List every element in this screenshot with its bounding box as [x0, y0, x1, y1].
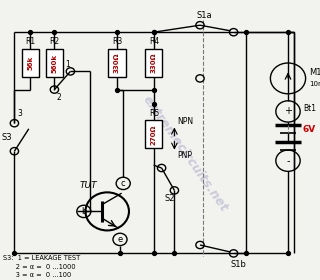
Text: 10mA: 10mA [309, 81, 320, 87]
Text: R1: R1 [26, 37, 36, 46]
Text: S1b: S1b [230, 260, 246, 269]
Text: NPN: NPN [178, 117, 194, 126]
Text: 330Ω: 330Ω [114, 53, 120, 73]
Text: R2: R2 [50, 37, 60, 46]
Text: 560k: 560k [52, 53, 57, 73]
Bar [145, 120, 162, 148]
Text: S1a: S1a [197, 11, 212, 20]
Bar [46, 49, 63, 77]
Text: TUT: TUT [79, 181, 97, 190]
Text: +: + [284, 106, 292, 116]
Text: 330Ω: 330Ω [151, 53, 156, 73]
Text: S3: S3 [1, 133, 12, 142]
Text: c: c [121, 179, 125, 188]
Text: R5: R5 [149, 109, 159, 118]
Text: 270Ω: 270Ω [151, 124, 156, 145]
Bar [145, 49, 162, 77]
Text: 2 = α =  0 ...1000: 2 = α = 0 ...1000 [3, 264, 76, 270]
Text: 2: 2 [56, 94, 61, 102]
Text: S3:  1 = LEAKAGE TEST: S3: 1 = LEAKAGE TEST [3, 255, 80, 261]
Text: S2: S2 [165, 194, 175, 203]
Text: extremecircuits.net: extremecircuits.net [140, 94, 231, 214]
Bar [22, 49, 39, 77]
Text: 3 = α =  0 ...100: 3 = α = 0 ...100 [3, 272, 71, 277]
Text: 6V: 6V [302, 125, 316, 134]
Text: b: b [81, 207, 86, 216]
Text: e: e [117, 235, 123, 244]
Text: PNP: PNP [178, 151, 193, 160]
Text: Bt1: Bt1 [303, 104, 316, 113]
Text: 56k: 56k [28, 56, 33, 70]
Text: M1: M1 [309, 68, 320, 77]
Text: R3: R3 [112, 37, 122, 46]
Text: R4: R4 [149, 37, 159, 46]
Text: -: - [286, 156, 290, 166]
Text: 1: 1 [65, 60, 69, 69]
Bar [108, 49, 125, 77]
Text: 3: 3 [18, 109, 22, 118]
